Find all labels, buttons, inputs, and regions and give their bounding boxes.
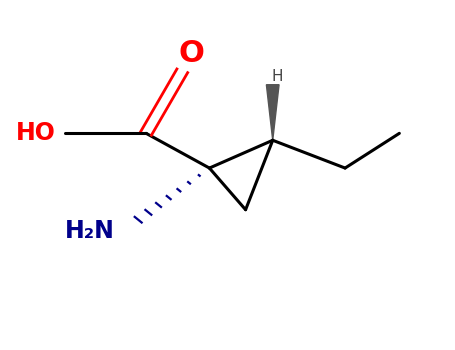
Text: O: O	[178, 39, 204, 68]
Text: H₂N: H₂N	[65, 218, 115, 243]
Text: HO: HO	[16, 121, 56, 145]
Text: H: H	[272, 69, 283, 84]
Polygon shape	[266, 85, 279, 140]
